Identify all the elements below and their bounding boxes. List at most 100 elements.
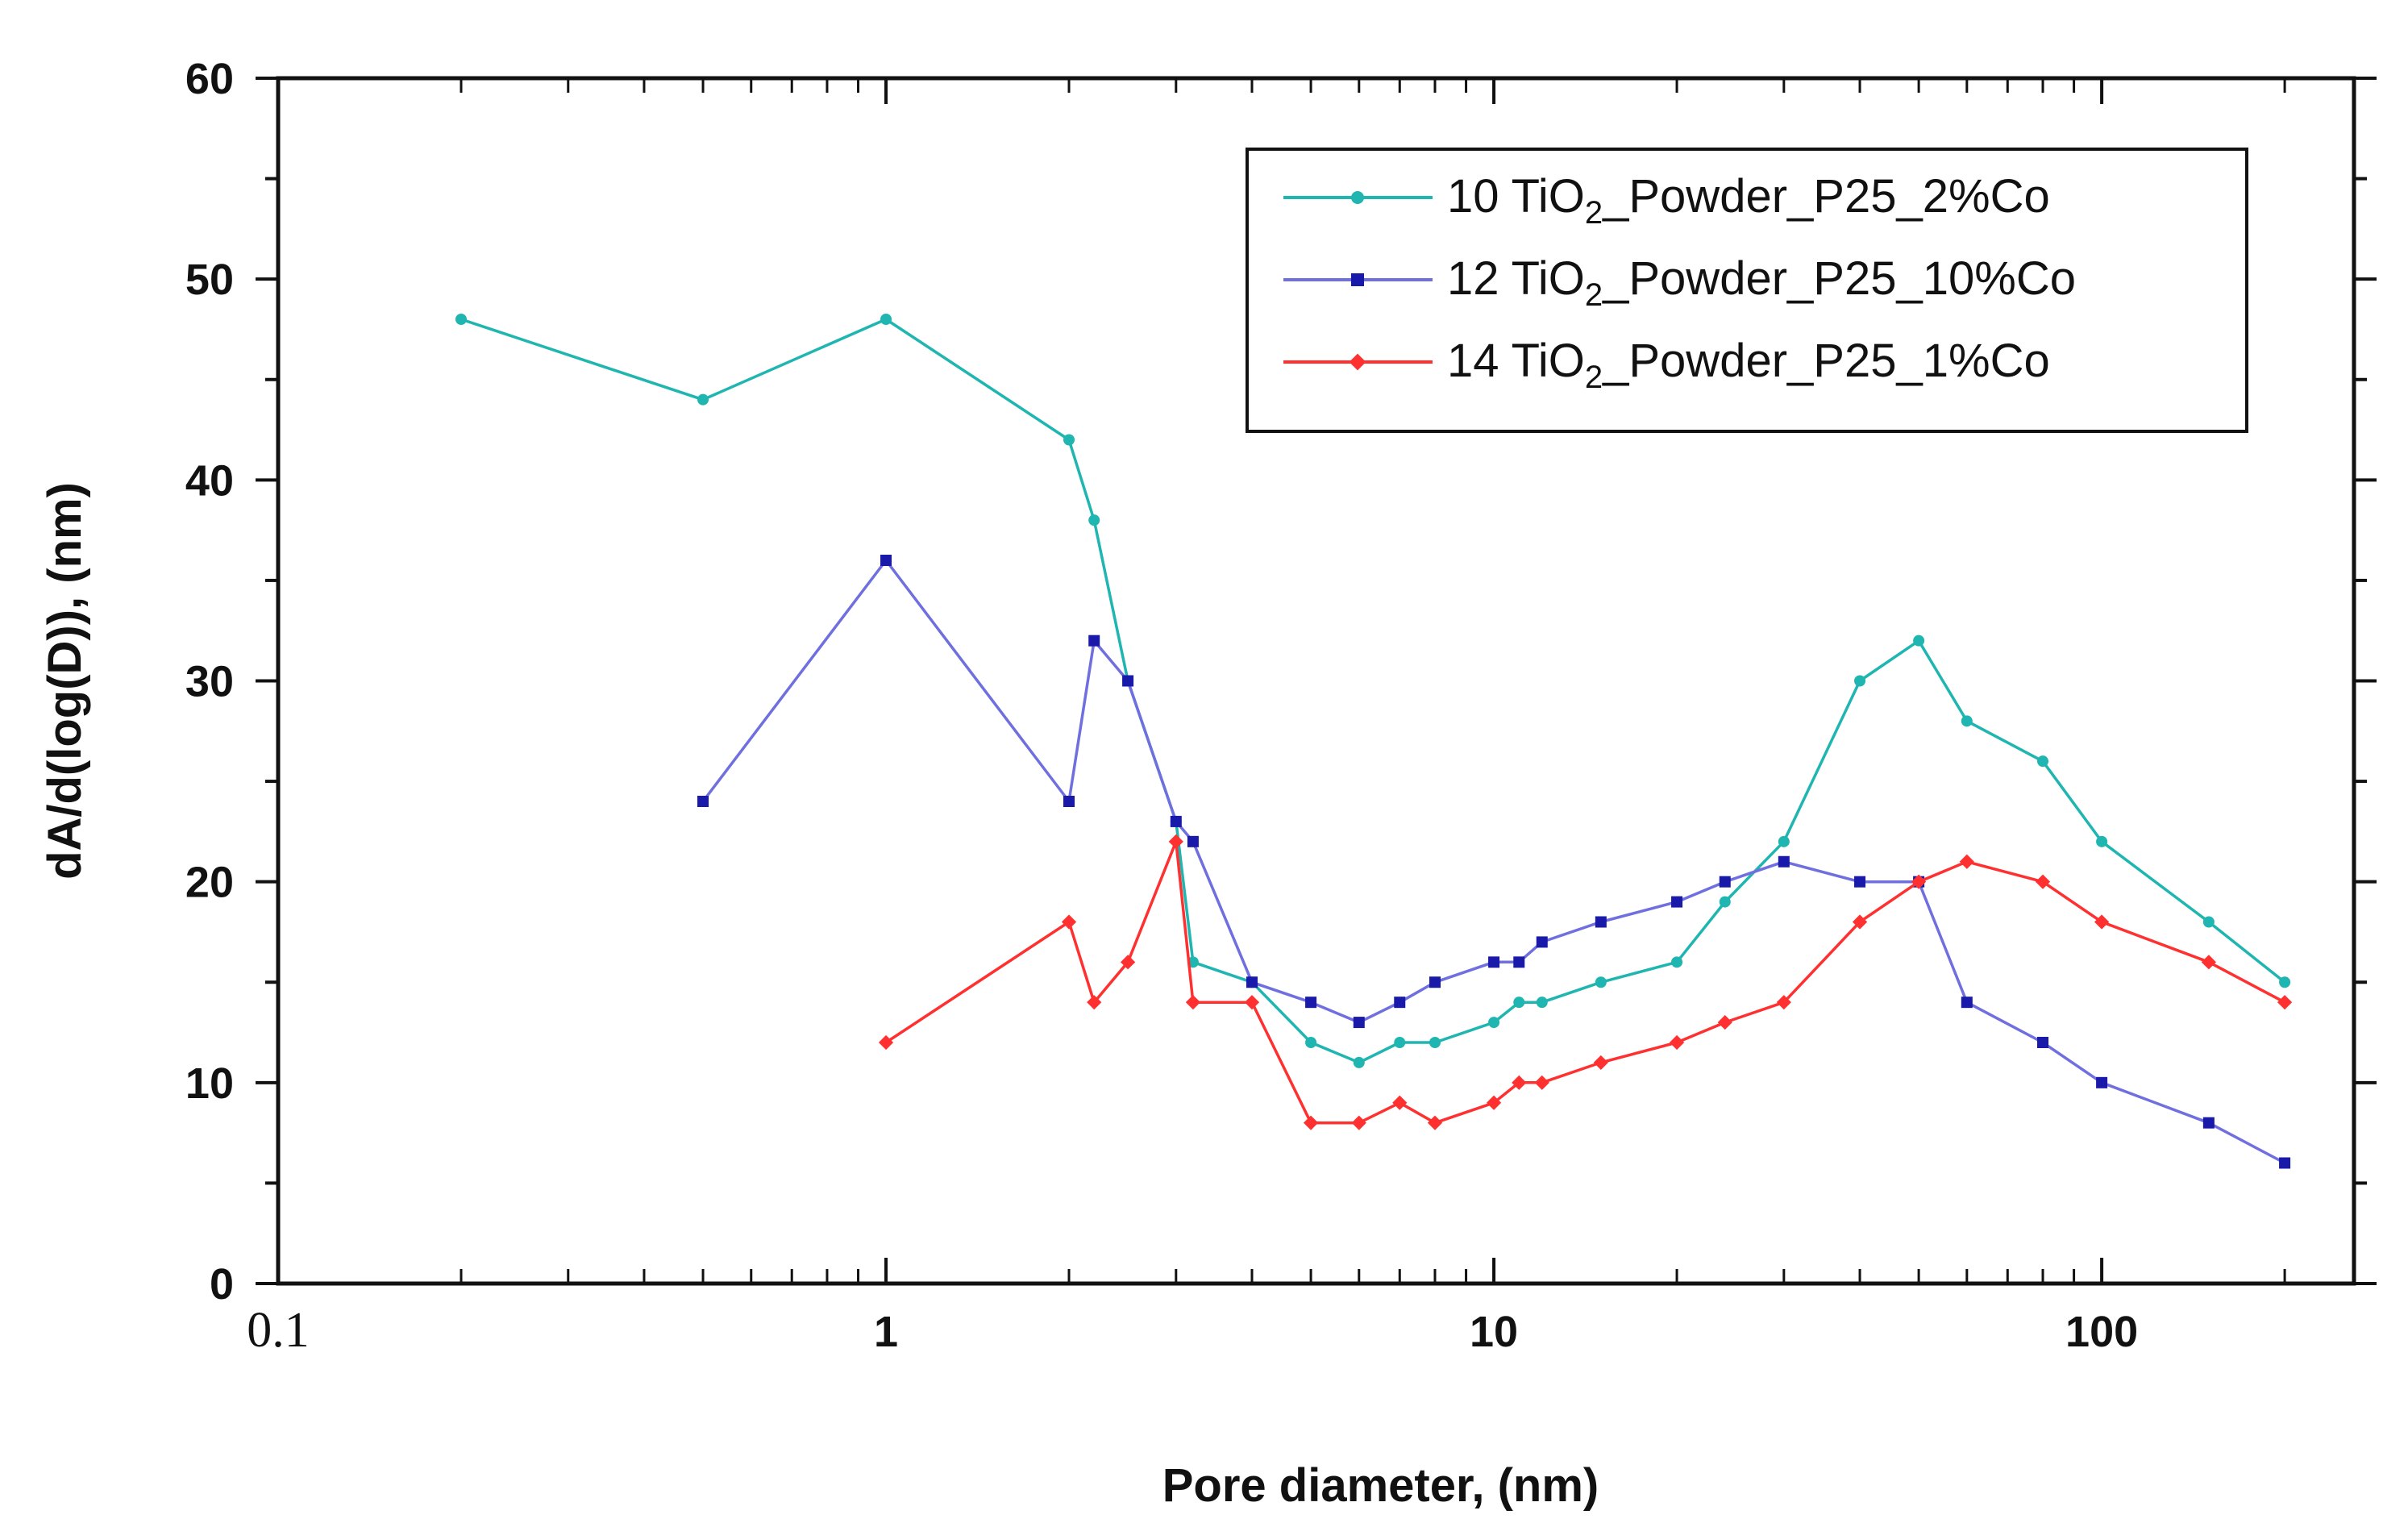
data-point: [697, 393, 709, 406]
plot-frame: [276, 76, 2356, 1286]
major-ticks: [256, 77, 2377, 1285]
data-point: [1536, 997, 1548, 1009]
data-point: [1536, 936, 1548, 948]
data-point: [1061, 914, 1077, 930]
data-point: [1961, 997, 1973, 1009]
data-point: [1305, 997, 1317, 1009]
data-point: [1488, 1017, 1500, 1029]
legend-label: 14 TiO2_Powder_P25_1%Co: [1447, 335, 2050, 395]
data-point: [2279, 1157, 2291, 1169]
data-point: [1394, 997, 1406, 1009]
data-point: [878, 1034, 894, 1051]
data-point: [2277, 995, 2293, 1010]
data-point: [1353, 1017, 1365, 1029]
legend-item-1: 10 TiO2_Powder_P25_2%Co: [1283, 170, 2050, 231]
data-point: [1534, 1075, 1549, 1090]
data-point: [1351, 1115, 1366, 1130]
series-line: [701, 559, 2285, 1165]
data-point: [1595, 916, 1607, 928]
legend-swatch-marker: [1349, 353, 1366, 371]
y-tick-label: 0: [210, 1260, 234, 1309]
data-point: [1961, 715, 1973, 727]
data-point: [1852, 914, 1868, 930]
data-point: [1488, 956, 1500, 968]
data-point: [2094, 914, 2110, 930]
x-tick-label: 100: [2065, 1308, 2138, 1356]
series-1: [455, 314, 2291, 1068]
data-point: [697, 796, 709, 807]
data-point: [1486, 1095, 1502, 1110]
data-point: [1305, 1037, 1317, 1048]
data-point: [1671, 956, 1683, 968]
data-point: [1088, 514, 1100, 526]
data-point: [1854, 675, 1866, 687]
y-tick-label: 20: [185, 859, 234, 907]
data-point: [1088, 635, 1100, 647]
data-point: [1246, 976, 1258, 988]
data-point: [880, 555, 892, 566]
data-point: [1776, 995, 1791, 1010]
series-2: [697, 555, 2291, 1169]
data-point: [1185, 995, 1201, 1010]
y-axis-title: dA/d(log(D)), (nm): [39, 482, 91, 880]
data-point: [1087, 995, 1102, 1010]
data-point: [1392, 1095, 1408, 1110]
data-point: [880, 314, 892, 325]
data-point: [2096, 835, 2108, 847]
data-point: [1303, 1115, 1319, 1130]
data-point: [2202, 1117, 2215, 1129]
data-point: [1429, 1037, 1441, 1048]
data-point: [1168, 834, 1183, 849]
data-point: [1911, 874, 1927, 889]
data-point: [2202, 916, 2215, 928]
legend-swatch-marker: [1351, 191, 1364, 204]
data-point: [1244, 995, 1260, 1010]
minor-ticks: [265, 78, 2367, 1284]
data-point: [2037, 755, 2049, 768]
data-point: [1063, 434, 1075, 446]
y-tick-label: 60: [185, 55, 234, 103]
legend-swatch-marker: [1351, 273, 1364, 286]
data-point: [1854, 876, 1866, 888]
data-point: [1959, 854, 1974, 869]
data-point: [1353, 1056, 1365, 1068]
data-point: [1187, 835, 1199, 847]
data-point: [1122, 675, 1134, 687]
data-point: [1593, 1055, 1608, 1071]
data-point: [1427, 1115, 1443, 1130]
x-tick-label: 1: [874, 1308, 898, 1356]
data-point: [1120, 955, 1136, 970]
x-axis-title: Pore diameter, (nm): [1162, 1459, 1599, 1512]
data-point: [1719, 896, 1731, 908]
data-point: [1063, 796, 1075, 807]
data-point: [1719, 876, 1731, 888]
data-point: [2096, 1076, 2108, 1088]
data-point: [1669, 1034, 1685, 1051]
legend-label: 10 TiO2_Powder_P25_2%Co: [1447, 170, 2050, 231]
data-point: [2037, 1037, 2049, 1048]
data-point: [1778, 855, 1790, 868]
legend-label: 12 TiO2_Powder_P25_10%Co: [1447, 252, 2076, 313]
series-3: [878, 834, 2293, 1130]
y-tick-label: 10: [185, 1059, 234, 1108]
data-point: [1394, 1037, 1406, 1048]
data-point: [1513, 997, 1525, 1009]
data-point: [455, 314, 467, 325]
data-point: [1513, 956, 1525, 968]
data-point: [1170, 815, 1182, 827]
data-point: [2201, 955, 2216, 970]
data-point: [1671, 896, 1683, 908]
x-tick-label: 0.1: [247, 1303, 310, 1358]
data-point: [1717, 1014, 1732, 1030]
data-point: [1913, 635, 1925, 647]
y-tick-label: 40: [185, 456, 234, 505]
x-tick-label: 10: [1470, 1308, 1518, 1356]
legend-items: 10 TiO2_Powder_P25_2%Co 12 TiO2_Powder_P2…: [1283, 170, 2076, 395]
data-point: [1595, 976, 1607, 988]
y-tick-label: 30: [185, 658, 234, 706]
x-tick-labels: 0.1 1 10 100: [247, 1303, 2138, 1358]
data-point: [1512, 1075, 1527, 1090]
data-point: [1778, 835, 1790, 847]
data-point: [2279, 976, 2291, 988]
